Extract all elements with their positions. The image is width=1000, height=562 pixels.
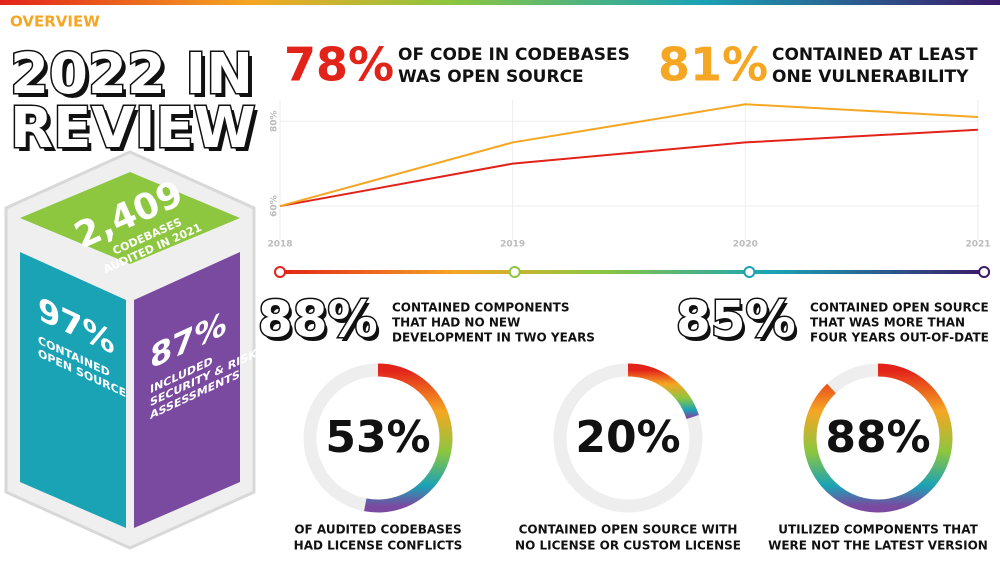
donut-caption: OF AUDITED CODEBASES [294,523,461,537]
x-tick-label: 2020 [733,240,758,250]
timeline-dot [978,266,991,278]
title: 2022 IN [10,42,253,107]
cube-right [134,252,240,528]
donut-label: 20% [575,412,680,463]
top-bar [0,0,1000,5]
stat-caption: THAT WAS MORE THAN [810,316,965,330]
title-shadow: 2022 IN [14,46,257,111]
headline-caption: CONTAINED AT LEAST [772,45,978,65]
headline-caption: WAS OPEN SOURCE [398,67,584,87]
headline-caption: ONE VULNERABILITY [772,67,969,87]
y-tick-label: 60% [270,195,280,217]
y-tick-label: 80% [270,110,280,132]
title-shadow: REVIEW [14,100,260,165]
title: REVIEW [10,96,256,161]
stat-value: 85% [676,291,796,349]
section-label: OVERVIEW [10,13,100,31]
stat-caption: DEVELOPMENT IN TWO YEARS [392,331,595,345]
stat-caption: FOUR YEARS OUT-OF-DATE [810,331,989,345]
donut-arc [364,363,453,513]
x-tick-label: 2021 [965,240,990,250]
stat-caption: CONTAINED COMPONENTS [392,301,570,315]
donut-caption: NO LICENSE OR CUSTOM LICENSE [515,539,741,553]
donut-arc [803,363,953,513]
donut-caption: WERE NOT THE LATEST VERSION [768,539,988,553]
series-line [279,128,979,208]
cube-top [20,172,240,264]
headline-value: 78% [284,38,394,92]
donut-caption: CONTAINED OPEN SOURCE WITH [519,523,738,537]
timeline-dot [274,266,286,278]
stat-value: 88% [258,291,378,349]
donut-arc [627,363,699,420]
stat-shadow: 88% [261,295,381,353]
stat-caption: CONTAINED OPEN SOURCE [810,301,989,315]
donut-label: 53% [325,412,430,463]
stat-caption: THAT HAD NO NEW [392,316,520,330]
timeline-dot [508,266,521,278]
stat-shadow: 85% [679,295,799,353]
donut-caption: UTILIZED COMPONENTS THAT [778,523,978,537]
donut-caption: HAD LICENSE CONFLICTS [294,539,463,553]
cube [4,150,256,550]
donut-label: 88% [825,412,930,463]
series-line [279,103,979,208]
headline-value: 81% [658,38,768,92]
timeline-dot [743,266,756,278]
headline-caption: OF CODE IN CODEBASES [398,45,630,65]
cube-left [20,252,126,528]
x-tick-label: 2019 [500,240,525,250]
x-tick-label: 2018 [267,240,292,250]
timeline [280,270,984,274]
